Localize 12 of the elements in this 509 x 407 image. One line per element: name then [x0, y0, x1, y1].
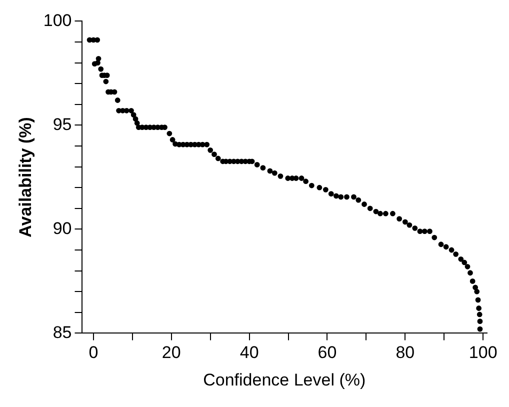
y-tick-label: 95	[52, 114, 72, 134]
x-tick-label: 0	[88, 343, 98, 362]
x-tick-label: 20	[162, 343, 181, 362]
x-tick-label: 100	[468, 343, 498, 362]
x-tick-label: 60	[318, 343, 337, 362]
x-axis-title: Confidence Level (%)	[203, 370, 366, 390]
x-tick-label: 80	[396, 343, 415, 362]
y-tick-label: 100	[43, 10, 72, 30]
y-tick-label: 85	[52, 322, 72, 342]
y-axis-title: Availability (%)	[16, 117, 35, 238]
x-tick-label: 40	[240, 343, 259, 362]
y-tick-label: 90	[52, 218, 72, 238]
